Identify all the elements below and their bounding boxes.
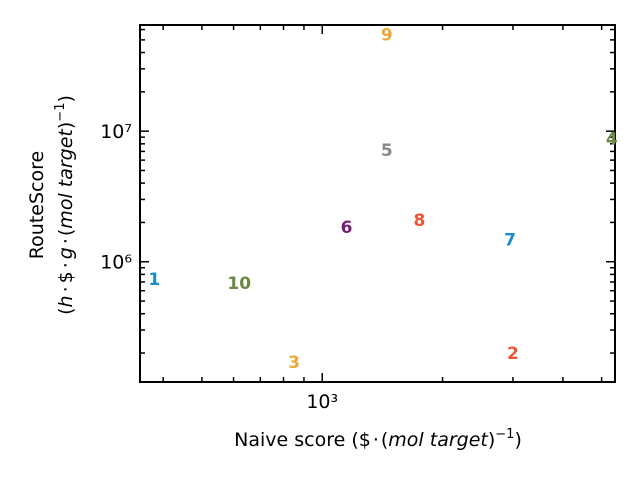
- data-point-label: 1: [148, 270, 160, 290]
- x-tick-label: 10³: [306, 391, 338, 413]
- tick-labels: 10³ 10⁶ 10⁷: [100, 121, 338, 413]
- data-point-label: 10: [227, 274, 251, 294]
- data-point-label: 4: [606, 129, 618, 149]
- data-point-label: 8: [413, 211, 425, 231]
- tick-marks: [140, 25, 615, 382]
- data-points: 1 2 3 4 5 6 7 8 9 10: [148, 25, 617, 373]
- y-tick-label: 10⁶: [100, 252, 132, 274]
- data-point-label: 3: [288, 353, 300, 373]
- y-tick-label: 10⁷: [100, 121, 132, 143]
- data-point-label: 6: [341, 218, 353, 238]
- y-axis-label: RouteScore (h·$·g·(mol target)−1): [26, 95, 77, 315]
- data-point-label: 9: [381, 25, 393, 45]
- data-point-label: 7: [504, 231, 516, 251]
- data-point-label: 5: [381, 141, 393, 161]
- svg-text:RouteScore: RouteScore: [26, 151, 48, 259]
- svg-text:(h·$·g·(mol target)−1): (h·$·g·(mol target)−1): [53, 95, 77, 315]
- x-axis-label: Naive score ($ · (mol target)−1): [234, 427, 522, 451]
- plot-frame: [139, 24, 616, 383]
- data-point-label: 2: [507, 344, 519, 364]
